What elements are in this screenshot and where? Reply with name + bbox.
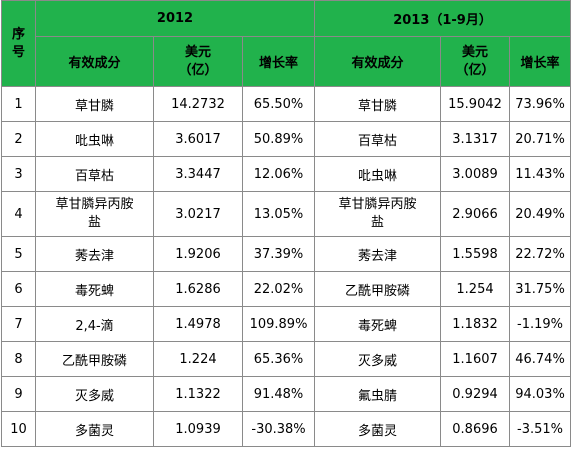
- growth-2013-cell: 11.43%: [509, 156, 571, 192]
- ingredient-2013-cell: 吡虫啉: [314, 156, 442, 192]
- usd-2012-cell: 1.0939: [153, 411, 243, 447]
- row-number-cell: 6: [1, 271, 36, 307]
- row-number-cell: 8: [1, 341, 36, 377]
- usd-2013-cell: 1.1832: [440, 306, 511, 342]
- table-row: 8 乙酰甲胺磷 1.224 65.36% 灭多威 1.1607 46.74%: [1, 341, 571, 377]
- table-row: 7 2,4-滴 1.4978 109.89% 毒死蜱 1.1832 -1.19%: [1, 306, 571, 342]
- usd-2013-cell: 3.0089: [440, 156, 511, 192]
- growth-2013-cell: -1.19%: [509, 306, 571, 342]
- usd-2013-cell: 2.9066: [440, 191, 511, 237]
- usd-header-2012: 美元 （亿）: [153, 36, 243, 87]
- usd-2012-cell: 1.224: [153, 341, 243, 377]
- seq-header: 序 号: [1, 0, 36, 87]
- usd-2013-cell: 1.254: [440, 271, 511, 307]
- usd-2012-cell: 3.0217: [153, 191, 243, 237]
- usd-2013-cell: 1.5598: [440, 236, 511, 272]
- usd-header-2013: 美元 （亿）: [440, 36, 511, 87]
- usd-2013-cell: 1.1607: [440, 341, 511, 377]
- row-number-cell: 1: [1, 86, 36, 122]
- table-row: 2 吡虫啉 3.6017 50.89% 百草枯 3.1317 20.71%: [1, 121, 571, 157]
- ingredient-2013-cell: 多菌灵: [314, 411, 442, 447]
- growth-2013-cell: 46.74%: [509, 341, 571, 377]
- row-number-cell: 5: [1, 236, 36, 272]
- growth-2012-cell: -30.38%: [241, 411, 316, 447]
- ingredient-2013-cell: 百草枯: [314, 121, 442, 157]
- ingredient-2013-cell: 灭多威: [314, 341, 442, 377]
- ingredient-2013-cell: 毒死蜱: [314, 306, 442, 342]
- ingredient-header-2013: 有效成分: [314, 36, 442, 87]
- ingredient-2012-cell: 草甘膦: [35, 86, 154, 122]
- ingredient-2012-cell: 毒死蜱: [35, 271, 154, 307]
- ingredient-2013-cell: 莠去津: [314, 236, 442, 272]
- growth-2012-cell: 37.39%: [241, 236, 316, 272]
- growth-header-2013: 增长率: [509, 36, 571, 87]
- table-row: 5 莠去津 1.9206 37.39% 莠去津 1.5598 22.72%: [1, 236, 571, 272]
- ingredient-header-2012: 有效成分: [35, 36, 154, 87]
- growth-header-2012: 增长率: [241, 36, 316, 87]
- ingredient-2012-cell: 莠去津: [35, 236, 154, 272]
- growth-2013-cell: 20.49%: [509, 191, 571, 237]
- row-number-cell: 7: [1, 306, 36, 342]
- ingredient-2012-cell: 吡虫啉: [35, 121, 154, 157]
- growth-2012-cell: 65.50%: [241, 86, 316, 122]
- row-number-cell: 2: [1, 121, 36, 157]
- growth-2013-cell: 73.96%: [509, 86, 571, 122]
- ingredient-2012-cell: 多菌灵: [35, 411, 154, 447]
- table-row: 1 草甘膦 14.2732 65.50% 草甘膦 15.9042 73.96%: [1, 86, 571, 122]
- usd-2013-cell: 0.8696: [440, 411, 511, 447]
- table-row: 3 百草枯 3.3447 12.06% 吡虫啉 3.0089 11.43%: [1, 156, 571, 192]
- row-number-cell: 3: [1, 156, 36, 192]
- usd-2012-cell: 14.2732: [153, 86, 243, 122]
- growth-2013-cell: 20.71%: [509, 121, 571, 157]
- growth-2012-cell: 13.05%: [241, 191, 316, 237]
- usd-2012-cell: 1.1322: [153, 376, 243, 412]
- usd-2012-cell: 1.9206: [153, 236, 243, 272]
- growth-2012-cell: 22.02%: [241, 271, 316, 307]
- ingredient-2013-cell: 草甘膦异丙胺 盐: [314, 191, 442, 237]
- ingredient-2013-cell: 氟虫腈: [314, 376, 442, 412]
- export-ranking-table: 序 号 2012 2013（1-9月） 有效成分 美元 （亿） 增长率 有效成分…: [1, 0, 571, 447]
- growth-2012-cell: 109.89%: [241, 306, 316, 342]
- row-number-cell: 10: [1, 411, 36, 447]
- ingredient-2013-cell: 乙酰甲胺磷: [314, 271, 442, 307]
- row-number-cell: 4: [1, 191, 36, 237]
- table-row: 6 毒死蜱 1.6286 22.02% 乙酰甲胺磷 1.254 31.75%: [1, 271, 571, 307]
- ingredient-2012-cell: 草甘膦异丙胺 盐: [35, 191, 154, 237]
- growth-2012-cell: 50.89%: [241, 121, 316, 157]
- usd-2012-cell: 1.4978: [153, 306, 243, 342]
- ingredient-2013-cell: 草甘膦: [314, 86, 442, 122]
- usd-2013-cell: 3.1317: [440, 121, 511, 157]
- growth-2013-cell: 31.75%: [509, 271, 571, 307]
- ingredient-2012-cell: 2,4-滴: [35, 306, 154, 342]
- growth-2012-cell: 65.36%: [241, 341, 316, 377]
- table-row: 10 多菌灵 1.0939 -30.38% 多菌灵 0.8696 -3.51%: [1, 411, 571, 447]
- row-number-cell: 9: [1, 376, 36, 412]
- year-2013-header: 2013（1-9月）: [314, 0, 571, 37]
- growth-2013-cell: 22.72%: [509, 236, 571, 272]
- ingredient-2012-cell: 灭多威: [35, 376, 154, 412]
- growth-2013-cell: 94.03%: [509, 376, 571, 412]
- table-row: 4 草甘膦异丙胺 盐 3.0217 13.05% 草甘膦异丙胺 盐 2.9066 20.49…: [1, 191, 571, 237]
- table-row: 9 灭多威 1.1322 91.48% 氟虫腈 0.9294 94.03%: [1, 376, 571, 412]
- growth-2013-cell: -3.51%: [509, 411, 571, 447]
- header-row-columns: 有效成分 美元 （亿） 增长率 有效成分 美元 （亿） 增长率: [2, 36, 571, 87]
- usd-2012-cell: 1.6286: [153, 271, 243, 307]
- ingredient-2012-cell: 百草枯: [35, 156, 154, 192]
- usd-2013-cell: 0.9294: [440, 376, 511, 412]
- usd-2012-cell: 3.6017: [153, 121, 243, 157]
- growth-2012-cell: 12.06%: [241, 156, 316, 192]
- header-row-years: 序 号 2012 2013（1-9月）: [1, 0, 571, 87]
- usd-2012-cell: 3.3447: [153, 156, 243, 192]
- growth-2012-cell: 91.48%: [241, 376, 316, 412]
- usd-2013-cell: 15.9042: [440, 86, 511, 122]
- ingredient-2012-cell: 乙酰甲胺磷: [35, 341, 154, 377]
- year-2012-header: 2012: [34, 0, 316, 37]
